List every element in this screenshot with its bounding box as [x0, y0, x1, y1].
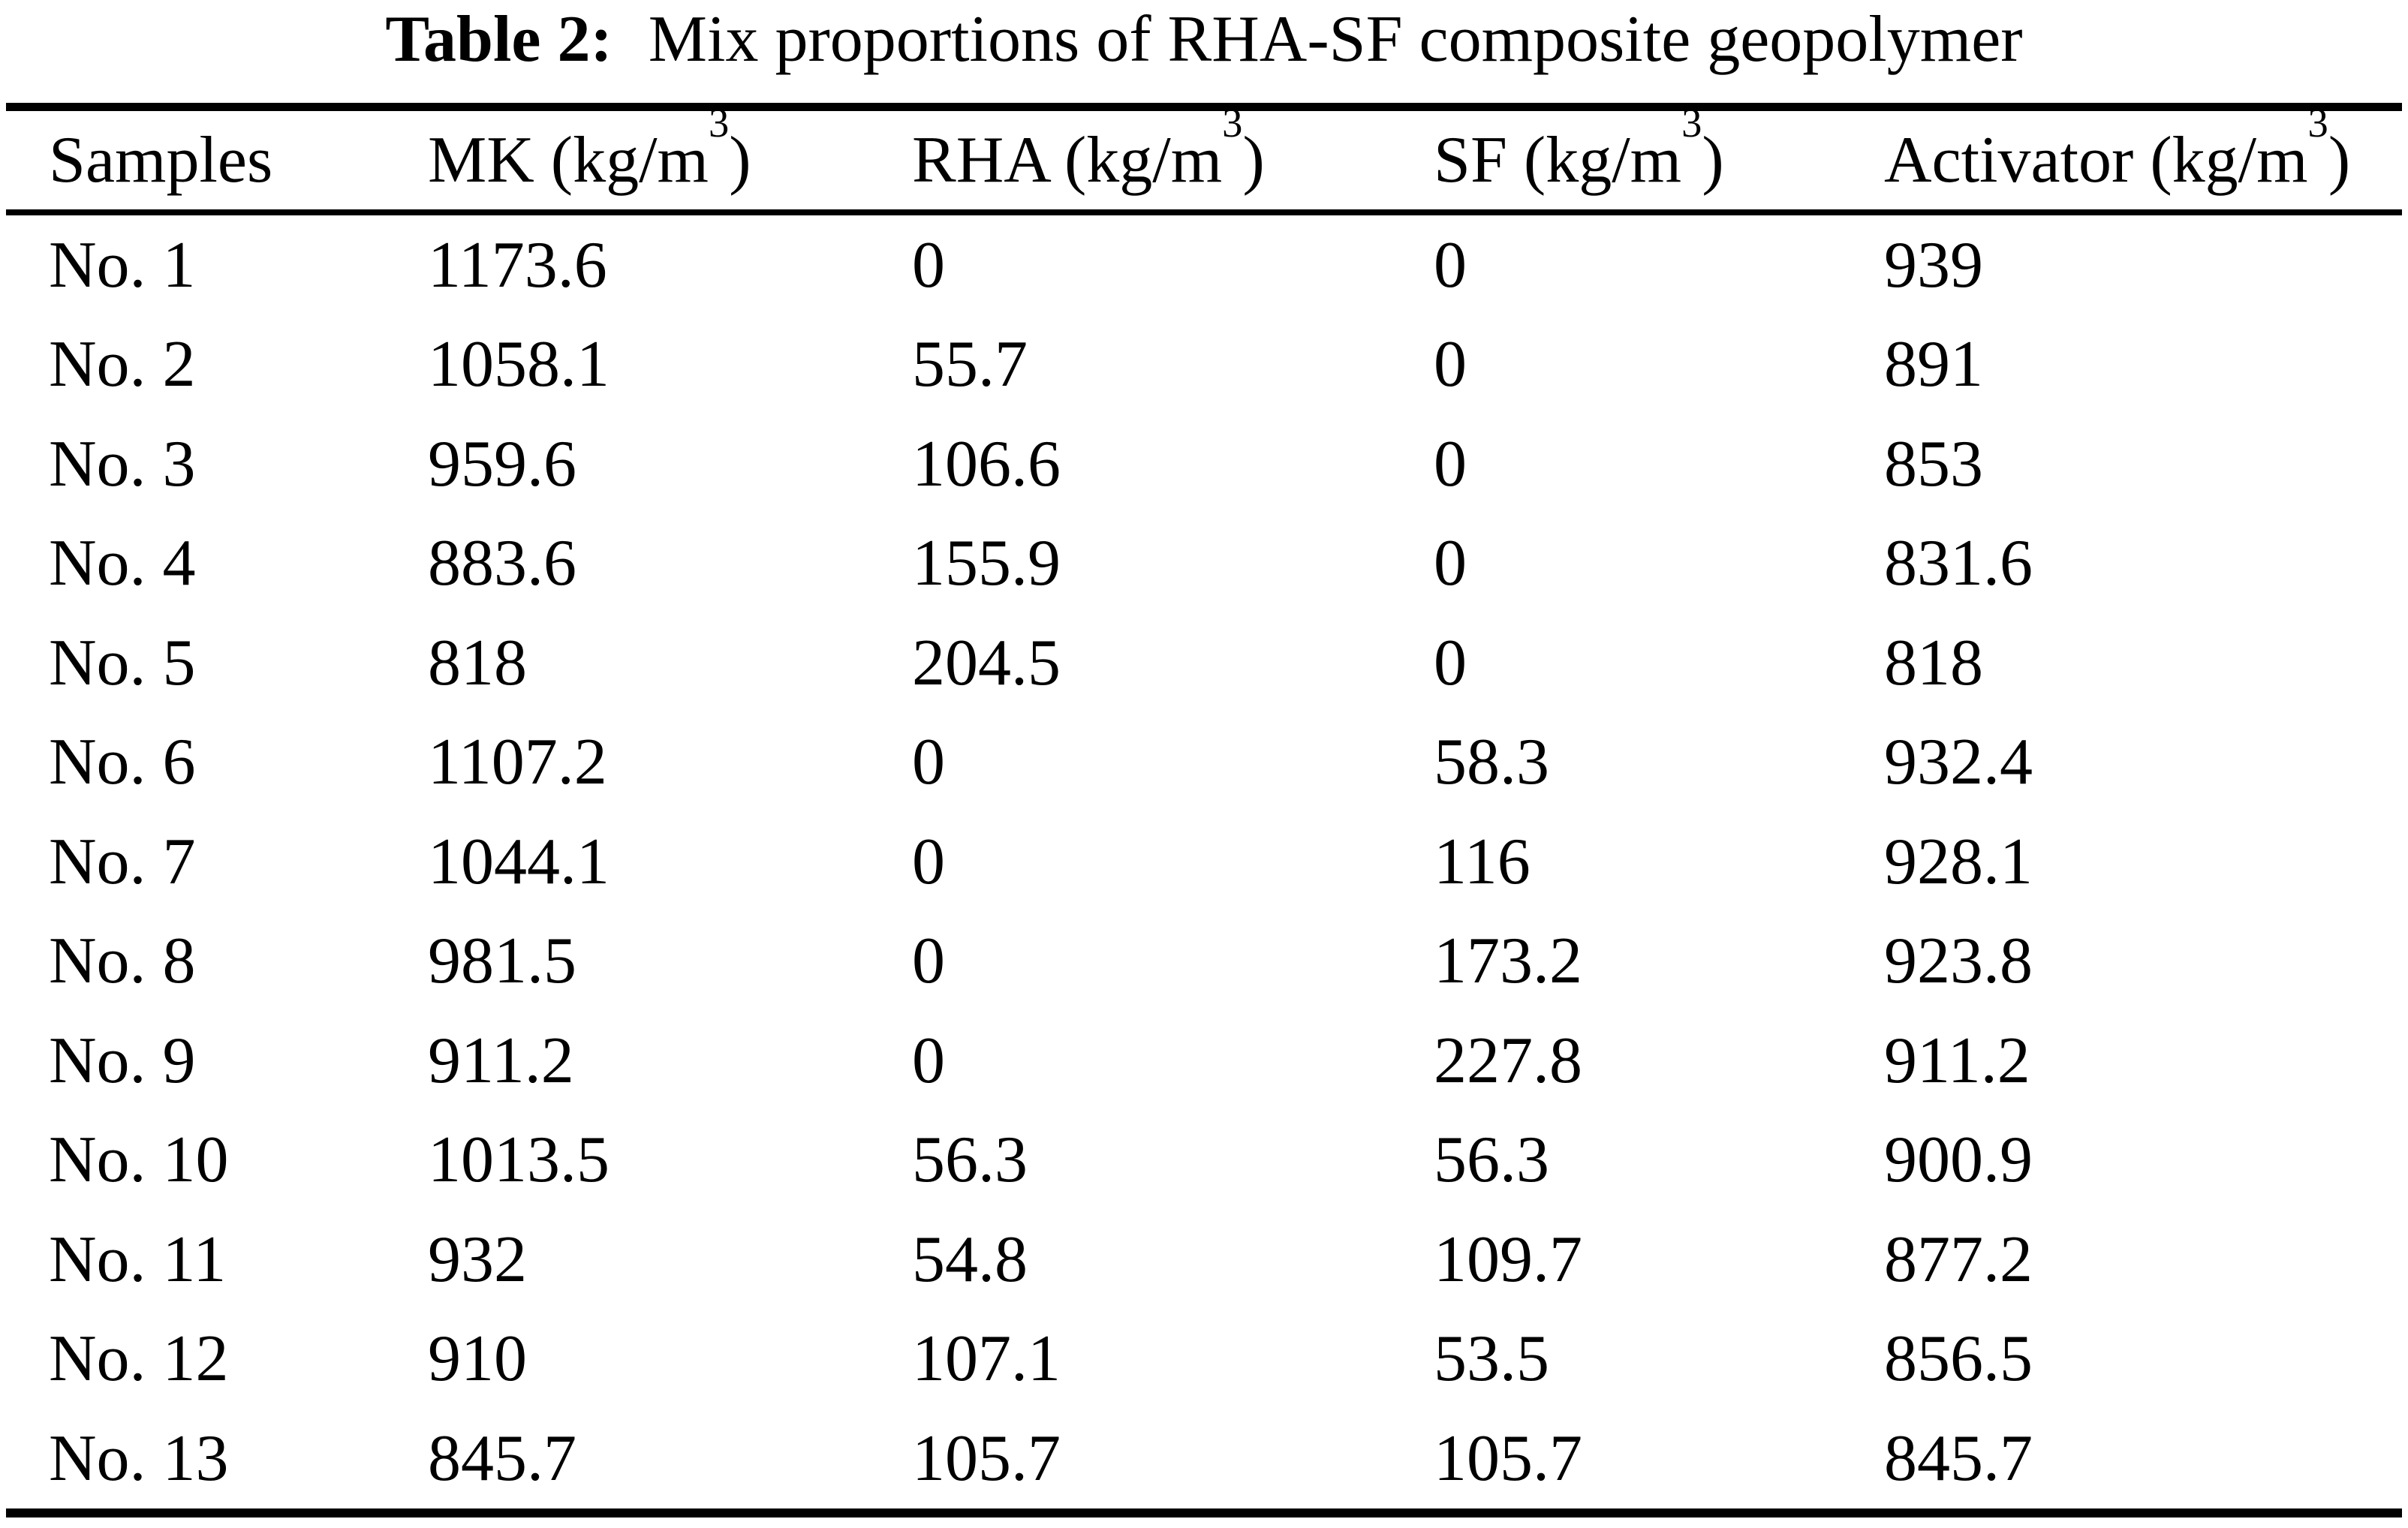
table-row: No. 13 845.7 105.7 105.7 845.7	[0, 1409, 2408, 1508]
table-row: No. 8 981.5 0 173.2 923.8	[0, 912, 2408, 1012]
value-cell: 0	[1434, 228, 1467, 302]
value-cell: 853	[1884, 427, 1983, 501]
value-cell: 900.9	[1884, 1123, 2033, 1197]
value-cell: 56.3	[1434, 1123, 1549, 1197]
value-cell: 56.3	[912, 1123, 1028, 1197]
sample-cell: No. 2	[49, 328, 196, 402]
value-cell: 932	[428, 1223, 527, 1296]
header-cell-mk: MK (kg/m3)	[428, 99, 751, 197]
value-cell: 155.9	[912, 527, 1061, 600]
value-cell: 910	[428, 1322, 527, 1396]
value-cell: 105.7	[1434, 1421, 1582, 1495]
value-cell: 55.7	[912, 328, 1028, 402]
table-row: No. 6 1107.2 0 58.3 932.4	[0, 713, 2408, 813]
value-cell: 883.6	[428, 527, 576, 600]
sample-cell: No. 9	[49, 1024, 196, 1097]
value-cell: 831.6	[1884, 527, 2033, 600]
page-title: Table 2: Mix proportions of RHA-SF compo…	[0, 0, 2408, 103]
header-cell-activator: Activator (kg/m3)	[1884, 99, 2351, 197]
sample-cell: No. 11	[49, 1223, 227, 1296]
value-cell: 1044.1	[428, 825, 610, 898]
value-cell: 227.8	[1434, 1024, 1582, 1097]
table-body: No. 1 1173.6 0 0 939 No. 2 1058.1 55.7 0 891 No. 3…	[0, 215, 2408, 1508]
value-cell: 923.8	[1884, 925, 2033, 998]
sample-cell: No. 13	[49, 1421, 229, 1495]
value-cell: 845.7	[1884, 1421, 2033, 1495]
header-cell-rha: RHA (kg/m3)	[912, 99, 1265, 197]
value-cell: 0	[1434, 328, 1467, 402]
sample-cell: No. 8	[49, 925, 196, 998]
value-cell: 911.2	[428, 1024, 574, 1097]
value-cell: 0	[912, 228, 945, 302]
value-cell: 877.2	[1884, 1223, 2033, 1296]
sample-cell: No. 4	[49, 527, 196, 600]
value-cell: 105.7	[912, 1421, 1061, 1495]
value-cell: 856.5	[1884, 1322, 2033, 1396]
sample-cell: No. 3	[49, 427, 196, 501]
value-cell: 0	[1434, 427, 1467, 501]
table-row: No. 3 959.6 106.6 0 853	[0, 414, 2408, 514]
value-cell: 959.6	[428, 427, 576, 501]
value-cell: 1173.6	[428, 228, 607, 302]
table-row: No. 9 911.2 0 227.8 911.2	[0, 1011, 2408, 1111]
unit-exponent: 3	[709, 99, 730, 146]
table-top-rule	[6, 103, 2402, 111]
table-bottom-rule	[6, 1508, 2402, 1517]
value-cell: 204.5	[912, 626, 1061, 699]
value-cell: 53.5	[1434, 1322, 1549, 1396]
value-cell: 891	[1884, 328, 1983, 402]
table-row: No. 12 910 107.1 53.5 856.5	[0, 1310, 2408, 1409]
value-cell: 109.7	[1434, 1223, 1582, 1296]
value-cell: 116	[1434, 825, 1531, 898]
table-row: No. 2 1058.1 55.7 0 891	[0, 315, 2408, 415]
table-row: No. 7 1044.1 0 116 928.1	[0, 812, 2408, 912]
value-cell: 0	[912, 825, 945, 898]
sample-cell: No. 5	[49, 626, 196, 699]
value-cell: 845.7	[428, 1421, 576, 1495]
value-cell: 1107.2	[428, 726, 607, 799]
unit-exponent: 3	[1681, 99, 1702, 146]
value-cell: 58.3	[1434, 726, 1549, 799]
value-cell: 1058.1	[428, 328, 610, 402]
unit-exponent: 3	[1222, 99, 1243, 146]
value-cell: 54.8	[912, 1223, 1028, 1296]
table-header-rule	[6, 209, 2402, 215]
table-row: No. 5 818 204.5 0 818	[0, 613, 2408, 713]
table-number-label: Table 2:	[385, 3, 613, 76]
value-cell: 0	[912, 925, 945, 998]
value-cell: 106.6	[912, 427, 1061, 501]
value-cell: 1013.5	[428, 1123, 610, 1197]
sample-cell: No. 7	[49, 825, 196, 898]
value-cell: 0	[1434, 527, 1467, 600]
table-row: No. 10 1013.5 56.3 56.3 900.9	[0, 1111, 2408, 1211]
sample-cell: No. 6	[49, 726, 196, 799]
value-cell: 818	[428, 626, 527, 699]
table-row: No. 11 932 54.8 109.7 877.2	[0, 1210, 2408, 1310]
sample-cell: No. 10	[49, 1123, 229, 1197]
value-cell: 928.1	[1884, 825, 2033, 898]
table-caption: Mix proportions of RHA-SF composite geop…	[648, 3, 2023, 76]
value-cell: 911.2	[1884, 1024, 2030, 1097]
value-cell: 818	[1884, 626, 1983, 699]
header-row: Samples MK (kg/m3) RHA (kg/m3) SF (kg/m3) Ac…	[0, 99, 2408, 209]
value-cell: 0	[1434, 626, 1467, 699]
table-row: No. 1 1173.6 0 0 939	[0, 215, 2408, 315]
sample-cell: No. 1	[49, 228, 196, 302]
value-cell: 939	[1884, 228, 1983, 302]
header-cell-samples: Samples	[49, 124, 273, 197]
value-cell: 107.1	[912, 1322, 1061, 1396]
value-cell: 173.2	[1434, 925, 1582, 998]
sample-cell: No. 12	[49, 1322, 229, 1396]
header-cell-sf: SF (kg/m3)	[1434, 99, 1724, 197]
unit-exponent: 3	[2307, 99, 2328, 146]
table-row: No. 4 883.6 155.9 0 831.6	[0, 514, 2408, 614]
value-cell: 932.4	[1884, 726, 2033, 799]
value-cell: 0	[912, 726, 945, 799]
value-cell: 981.5	[428, 925, 576, 998]
value-cell: 0	[912, 1024, 945, 1097]
